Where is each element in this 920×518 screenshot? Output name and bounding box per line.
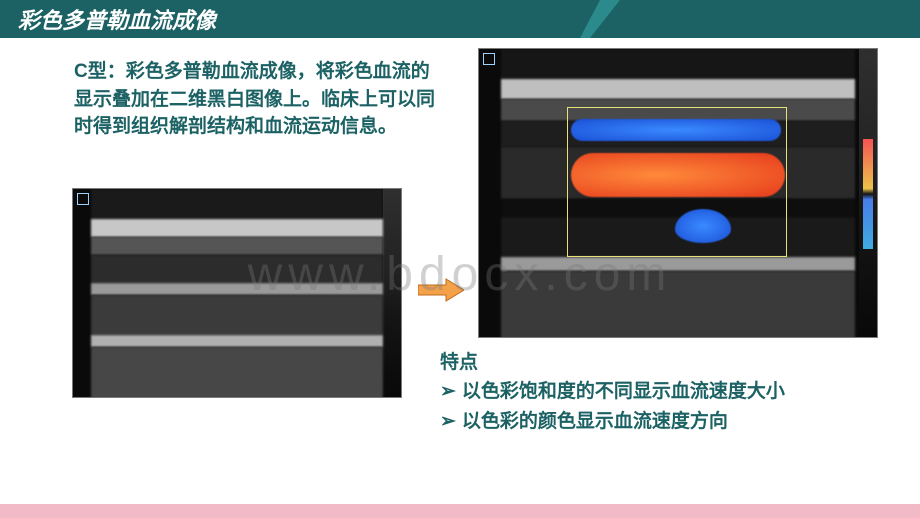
bullet-icon: ➢ <box>440 377 456 406</box>
feature-text: 以色彩的颜色显示血流速度方向 <box>462 407 728 436</box>
description-text: C型：彩色多普勒血流成像，将彩色血流的显示叠加在二维黑白图像上。临床上可以同时得… <box>74 58 444 141</box>
title-bar: 彩色多普勒血流成像 <box>0 0 920 38</box>
arrow-icon <box>418 278 464 307</box>
feature-item: ➢ 以色彩饱和度的不同显示血流速度大小 <box>440 377 785 406</box>
image-marker-icon <box>483 53 495 65</box>
footer-bar <box>0 504 920 518</box>
ultrasound-color-doppler-image <box>478 48 878 338</box>
features-heading: 特点 <box>440 348 785 377</box>
bullet-icon: ➢ <box>440 407 456 436</box>
slide-body: C型：彩色多普勒血流成像，将彩色血流的显示叠加在二维黑白图像上。临床上可以同时得… <box>0 38 920 518</box>
feature-item: ➢ 以色彩的颜色显示血流速度方向 <box>440 407 785 436</box>
slide-title: 彩色多普勒血流成像 <box>0 3 216 35</box>
title-bar-tail <box>560 0 620 38</box>
features-block: 特点 ➢ 以色彩饱和度的不同显示血流速度大小 ➢ 以色彩的颜色显示血流速度方向 <box>440 348 785 436</box>
feature-text: 以色彩饱和度的不同显示血流速度大小 <box>462 377 785 406</box>
ultrasound-bmode-image <box>72 188 402 398</box>
image-marker-icon <box>77 193 89 205</box>
